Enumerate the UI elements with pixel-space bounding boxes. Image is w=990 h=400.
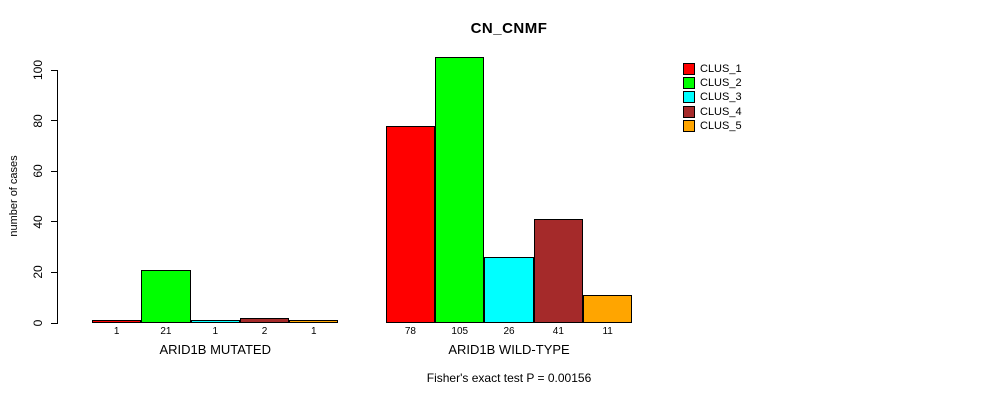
bar-clus_1-group1 xyxy=(92,320,142,323)
bar-clus_1-group2 xyxy=(385,125,436,323)
bar-value-label: 1 xyxy=(212,326,219,337)
y-tick-label: 40 xyxy=(31,215,45,229)
y-tick-mark xyxy=(51,271,58,273)
bar-value-label: 2 xyxy=(261,326,268,337)
bar-value-label: 11 xyxy=(602,326,613,337)
y-tick-label: 0 xyxy=(31,319,45,327)
y-tick-mark xyxy=(51,120,58,122)
y-axis-line xyxy=(57,70,58,324)
legend-label: CLUS_4 xyxy=(700,105,742,118)
bar-value-label: 41 xyxy=(552,326,564,337)
legend-entry-clus_5: CLUS_5 xyxy=(683,119,742,133)
legend-swatch-icon xyxy=(683,105,695,118)
bar-clus_4-group1 xyxy=(239,317,290,323)
y-tick-label: 100 xyxy=(31,59,45,81)
bar-clus_5-group2 xyxy=(583,295,633,323)
legend: CLUS_1 CLUS_2 CLUS_3 CLUS_4 CLUS_5 xyxy=(683,62,742,133)
legend-label: CLUS_2 xyxy=(700,77,742,90)
bar-clus_2-group2 xyxy=(435,57,485,323)
legend-swatch-icon xyxy=(683,119,695,132)
legend-swatch-icon xyxy=(683,63,695,76)
y-tick-mark xyxy=(51,69,58,71)
bar-value-label: 1 xyxy=(113,326,120,337)
bar-value-label: 78 xyxy=(404,326,416,337)
group-label-2: ARID1B WILD-TYPE xyxy=(448,342,570,357)
legend-label: CLUS_3 xyxy=(700,91,742,104)
legend-label: CLUS_5 xyxy=(700,119,742,132)
bar-value-label: 1 xyxy=(311,326,317,337)
legend-label: CLUS_1 xyxy=(700,63,742,76)
y-tick-label: 20 xyxy=(31,265,45,280)
bar-value-label: 26 xyxy=(503,326,515,337)
bar-clus_2-group1 xyxy=(141,269,191,323)
bar-clus_5-group1 xyxy=(289,320,339,323)
chart-title: CN_CNMF xyxy=(470,20,548,37)
bar-clus_3-group1 xyxy=(190,320,240,323)
legend-swatch-icon xyxy=(683,77,695,90)
bar-value-label: 21 xyxy=(160,326,172,337)
bar-clus_3-group2 xyxy=(484,257,534,323)
y-tick-label: 80 xyxy=(31,113,45,128)
legend-swatch-icon xyxy=(683,91,695,104)
y-tick-mark xyxy=(51,170,58,172)
y-tick-label: 60 xyxy=(31,164,45,178)
y-tick-mark xyxy=(51,322,58,324)
y-tick-mark xyxy=(51,221,58,223)
group-label-1: ARID1B MUTATED xyxy=(159,342,271,357)
legend-entry-clus_4: CLUS_4 xyxy=(683,105,742,119)
legend-entry-clus_1: CLUS_1 xyxy=(683,62,742,76)
bar-value-label: 105 xyxy=(451,326,469,337)
fisher-test-annotation: Fisher's exact test P = 0.00156 xyxy=(426,371,592,385)
legend-entry-clus_3: CLUS_3 xyxy=(683,90,742,104)
bar-clus_4-group2 xyxy=(533,219,583,323)
y-axis-title: number of cases xyxy=(8,155,20,237)
legend-entry-clus_2: CLUS_2 xyxy=(683,76,742,90)
